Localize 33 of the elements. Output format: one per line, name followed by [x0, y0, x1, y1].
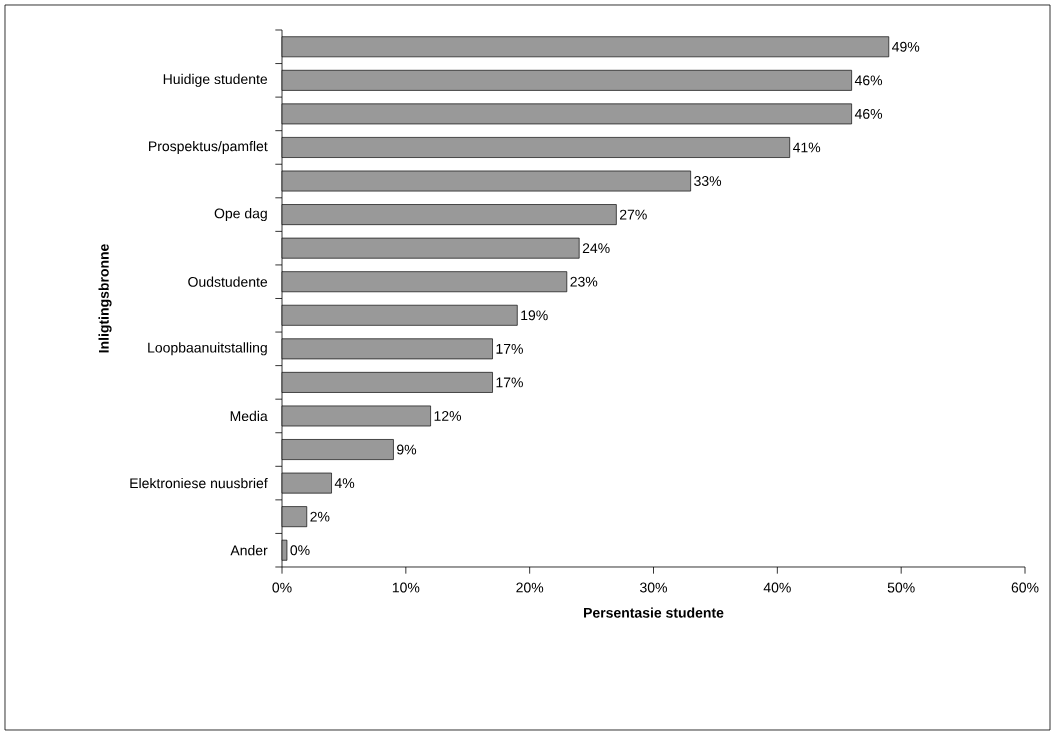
data-label: 4% [334, 478, 355, 488]
x-tick-label: 30% [640, 582, 667, 593]
y-axis-title: Inligtingsbronne [98, 244, 112, 353]
data-label: 33% [694, 176, 722, 186]
y-tick-label: Media [230, 410, 268, 422]
x-tick-label: 10% [392, 582, 420, 593]
y-tick-label: Prospektus/pamflet [149, 140, 268, 154]
y-tick-label: Huidige studente [163, 73, 268, 87]
data-label: 2% [310, 511, 330, 522]
data-label: 12% [434, 411, 462, 421]
x-tick-label: 20% [516, 582, 544, 593]
x-tick-label: 50% [887, 582, 915, 593]
data-label: 46% [854, 108, 883, 119]
x-tick-label: 0% [272, 582, 292, 593]
data-label: 0% [290, 545, 310, 556]
x-axis-title: Persentasie studente [584, 607, 724, 618]
data-label: 23% [570, 276, 598, 287]
y-tick-label: Oudstudente [188, 276, 268, 287]
data-label: 9% [397, 444, 417, 455]
data-label: 46% [854, 75, 883, 86]
data-label: 49% [892, 41, 920, 52]
data-label: 27% [620, 209, 647, 220]
x-tick-label: 40% [763, 582, 791, 593]
data-label: 19% [521, 310, 548, 321]
data-label: 24% [582, 243, 610, 254]
y-tick-label: Ander [230, 545, 268, 556]
x-tick-label: 60% [1011, 582, 1039, 593]
y-tick-label: Elektroniese nuusbrief [130, 477, 268, 489]
data-label: 17% [496, 343, 523, 354]
data-label: 17% [496, 377, 523, 388]
data-label: 41% [792, 142, 821, 153]
y-tick-label: Ope dag [214, 208, 267, 222]
y-tick-label: Loopbaanuitstalling [148, 342, 267, 356]
